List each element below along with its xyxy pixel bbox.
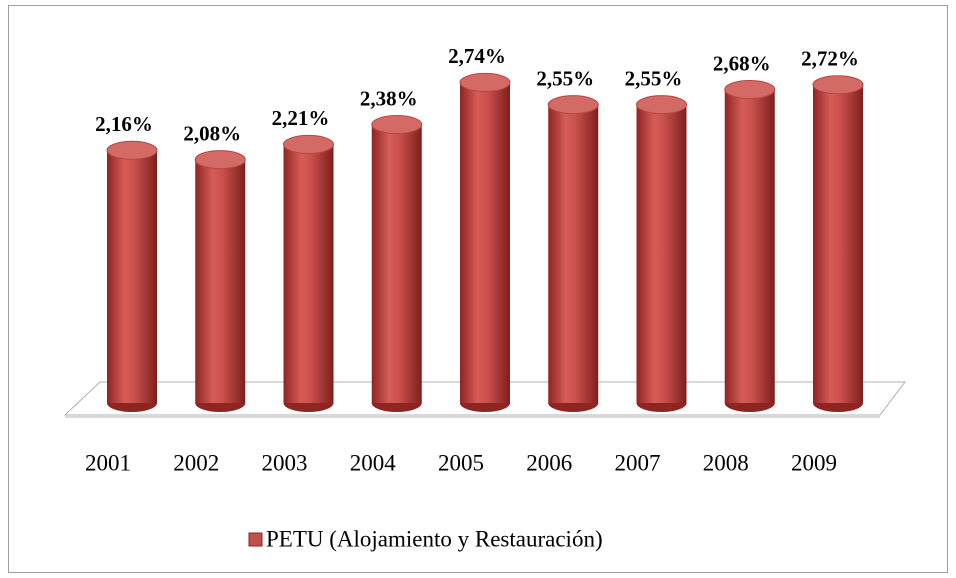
data-label: 2,55%	[536, 66, 594, 90]
bar	[460, 82, 510, 404]
data-label: 2,16%	[95, 112, 153, 136]
bar-top	[106, 140, 158, 160]
bar	[813, 84, 863, 403]
bar-top	[636, 95, 687, 115]
bar-top	[724, 79, 776, 99]
bar-top	[459, 72, 511, 92]
legend: PETU (Alojamiento y Restauración)	[248, 526, 603, 551]
x-tick-label: 2007	[615, 450, 661, 475]
legend-label: PETU (Alojamiento y Restauración)	[266, 526, 603, 551]
data-label: 2,38%	[360, 86, 418, 110]
x-tick-label: 2003	[262, 450, 308, 475]
data-label: 2,55%	[625, 66, 683, 90]
data-label: 2,08%	[183, 121, 241, 145]
x-tick-label: 2001	[85, 450, 131, 475]
x-tick-label: 2009	[791, 450, 837, 475]
x-tick-label: 2005	[438, 450, 484, 475]
plot: 2,16% 2,08% 2,21% 2,38% 2,74% 2,55% 2,55% 2,68%…	[85, 44, 864, 475]
x-tick-label: 2002	[173, 450, 219, 475]
bar-top	[283, 134, 334, 154]
data-label: 2,21%	[272, 106, 330, 130]
bar	[636, 104, 687, 404]
bar-top	[812, 75, 864, 95]
bar	[724, 89, 775, 403]
bar	[548, 104, 599, 404]
bar	[283, 144, 334, 403]
floor-edge	[65, 415, 880, 418]
data-label: 2,68%	[713, 51, 771, 75]
bar-top	[371, 115, 423, 135]
data-label: 2,72%	[801, 47, 859, 71]
x-tick-label: 2008	[703, 450, 749, 475]
bar-top	[194, 150, 246, 170]
bar	[371, 124, 422, 403]
x-tick-label: 2004	[350, 450, 397, 475]
x-tick-label: 2006	[526, 450, 572, 475]
legend-swatch	[248, 532, 263, 547]
bar-top	[547, 95, 599, 115]
bar	[195, 159, 246, 403]
bar	[107, 150, 157, 403]
data-label: 2,74%	[448, 44, 506, 68]
